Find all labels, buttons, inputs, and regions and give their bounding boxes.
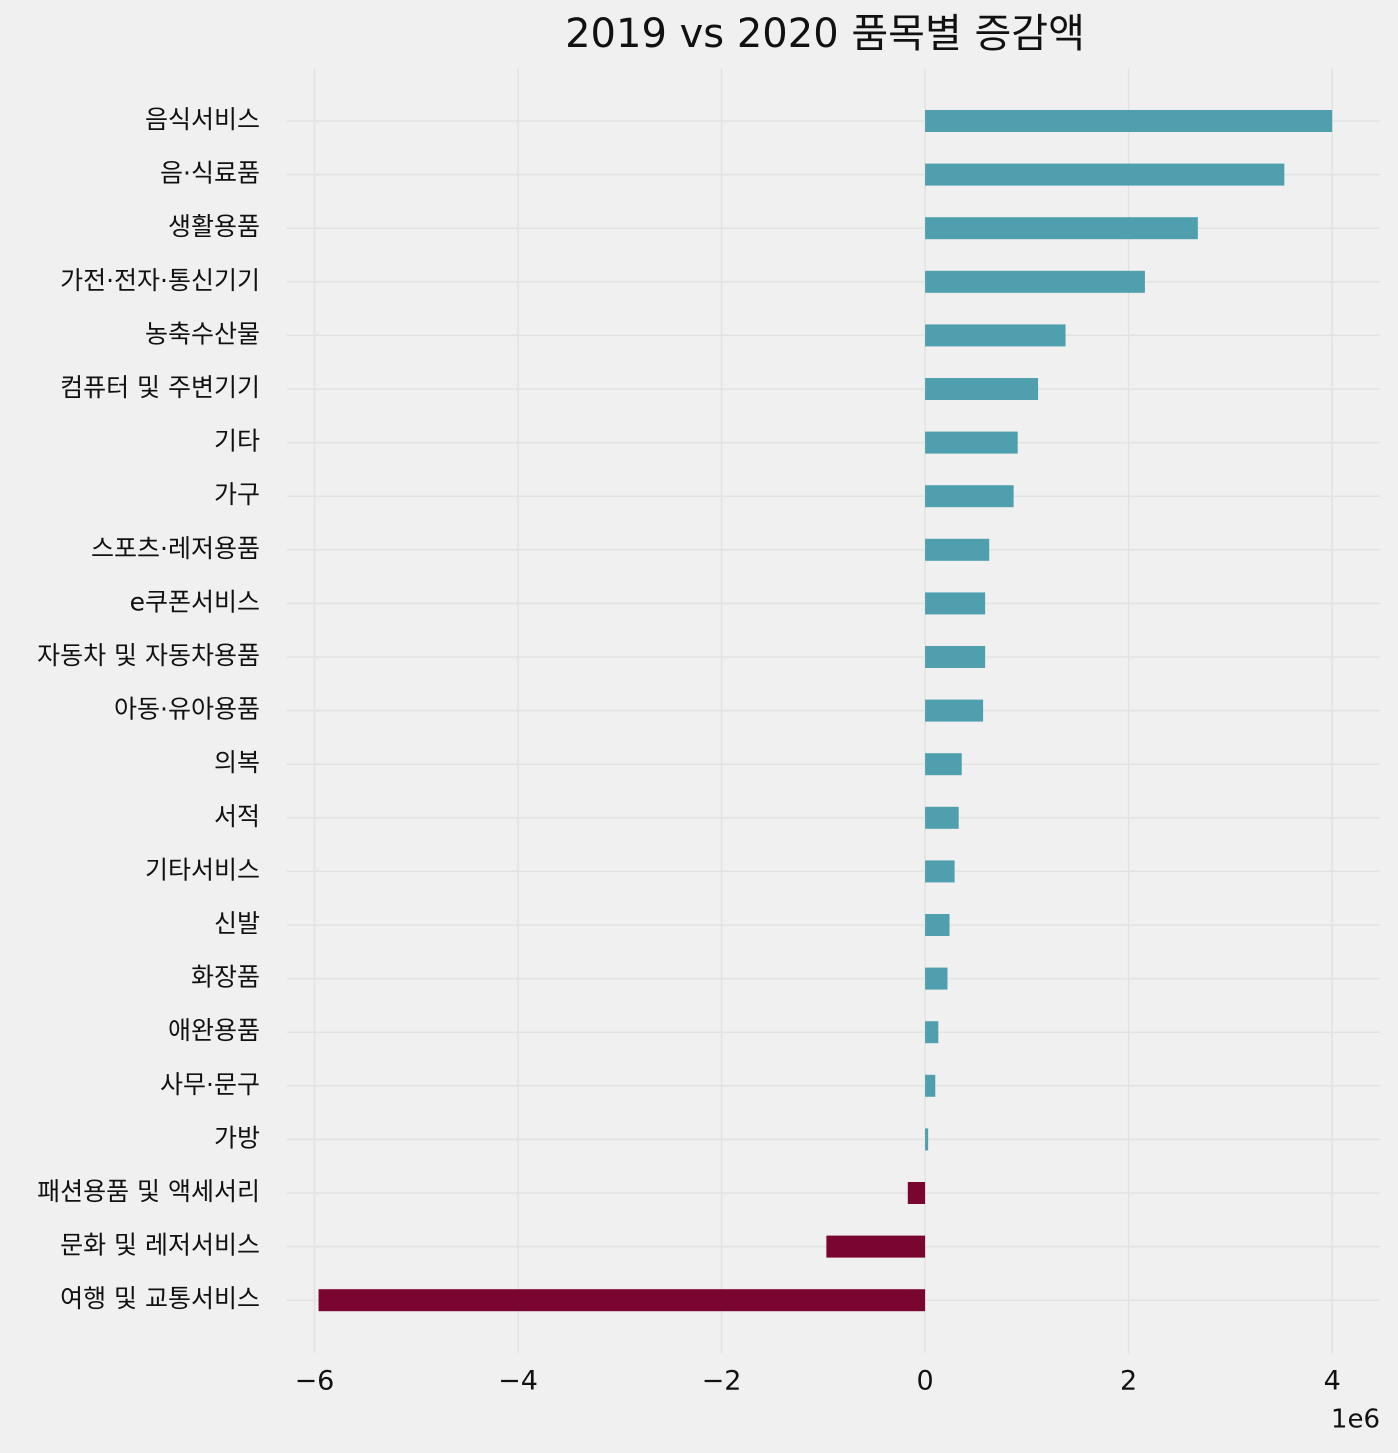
bar <box>925 324 1066 347</box>
y-tick-label: 화장품 <box>191 963 260 992</box>
y-tick-label: 가방 <box>214 1123 260 1152</box>
bar <box>925 646 986 668</box>
y-tick-label: 생활용품 <box>168 212 260 241</box>
bar <box>925 163 1285 186</box>
y-tick-label: 음·식료품 <box>160 159 260 188</box>
bar <box>925 753 962 776</box>
bar <box>925 270 1145 293</box>
axis-offset-label: 1e6 <box>1331 1405 1380 1435</box>
bar <box>925 1074 936 1097</box>
x-tick-label: −4 <box>498 1366 538 1397</box>
y-tick-label: 컴퓨터 및 주변기기 <box>60 373 260 402</box>
y-tick-label: e쿠폰서비스 <box>130 587 260 616</box>
y-tick-label: 여행 및 교통서비스 <box>60 1284 260 1313</box>
y-tick-label: 패션용품 및 액세서리 <box>37 1177 260 1206</box>
chart-title: 2019 vs 2020 품목별 증감액 <box>565 11 1085 57</box>
x-tick-label: 2 <box>1120 1366 1137 1397</box>
y-tick-label: 아동·유아용품 <box>114 695 260 724</box>
bar <box>925 860 955 883</box>
bar <box>907 1182 926 1204</box>
y-tick-label: 음식서비스 <box>145 105 260 134</box>
bar <box>925 431 1018 454</box>
bar <box>925 914 950 936</box>
bar <box>925 217 1198 240</box>
y-tick-label: 기타서비스 <box>145 855 260 884</box>
bar <box>925 806 959 829</box>
bar <box>826 1235 926 1258</box>
y-tick-label: 서적 <box>214 802 260 831</box>
bar <box>925 378 1039 400</box>
x-tick-label: 4 <box>1324 1366 1341 1397</box>
y-tick-label: 사무·문구 <box>160 1070 260 1099</box>
bar <box>925 1128 929 1151</box>
bar <box>925 110 1333 132</box>
x-tick-label: −6 <box>295 1366 335 1397</box>
bar <box>318 1289 926 1312</box>
bar <box>925 538 990 561</box>
y-tick-label: 농축수산물 <box>145 319 260 348</box>
y-tick-label: 기타 <box>214 427 260 456</box>
x-tick-label: 0 <box>916 1366 933 1397</box>
y-tick-label: 스포츠·레저용품 <box>91 534 260 563</box>
x-tick-label: −2 <box>702 1366 742 1397</box>
bar <box>925 967 948 990</box>
bar <box>925 485 1014 508</box>
y-tick-label: 의복 <box>214 748 260 777</box>
bar <box>925 592 986 615</box>
bar <box>925 1021 939 1044</box>
y-tick-label: 신발 <box>214 909 260 938</box>
y-tick-label: 가전·전자·통신기기 <box>60 266 260 295</box>
bar <box>925 699 984 722</box>
y-tick-label: 애완용품 <box>168 1016 260 1045</box>
y-tick-label: 문화 및 레저서비스 <box>60 1231 260 1260</box>
y-tick-label: 자동차 및 자동차용품 <box>37 641 260 670</box>
y-tick-label: 가구 <box>214 480 260 509</box>
